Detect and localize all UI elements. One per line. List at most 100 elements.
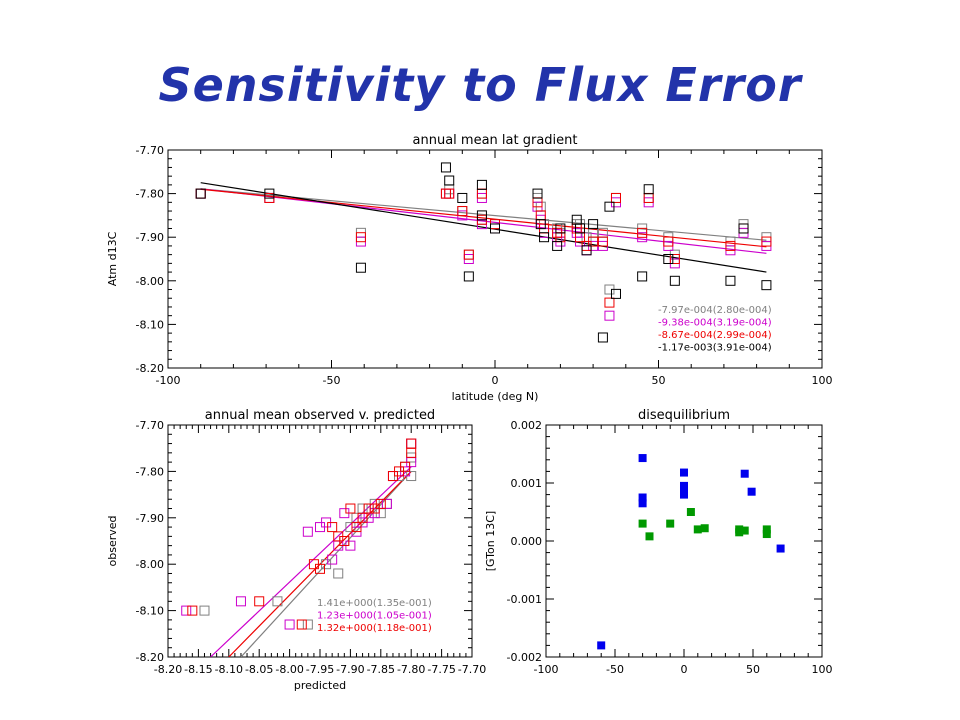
top-data-point <box>552 240 563 251</box>
bottom-left-fit-label: 1.41e+000(1.35e-001) <box>317 598 432 609</box>
bottom-left-data-point <box>363 503 374 514</box>
top-data-point <box>195 188 206 199</box>
top-data-point <box>663 236 674 247</box>
top-data-point <box>663 254 674 264</box>
bottom-right-chart-title: disequilibrium <box>638 408 730 423</box>
top-data-point <box>355 232 366 243</box>
top-data-point <box>440 162 451 173</box>
bottom-left-data-point <box>357 503 368 514</box>
bottom-left-data-point <box>302 526 313 537</box>
top-data-point <box>457 192 468 203</box>
bottom-left-data-point <box>406 438 417 449</box>
bottom-left-x-tick-label: -8.05 <box>245 663 273 676</box>
bottom-right-data-point <box>686 508 695 516</box>
top-data-point <box>643 184 654 195</box>
bottom-left-x-tick-label: -7.70 <box>458 663 486 676</box>
bottom-left-data-point <box>302 619 313 630</box>
top-data-point <box>476 210 487 221</box>
bottom-left-data-point <box>327 522 338 533</box>
top-x-tick-label: -50 <box>323 374 341 387</box>
top-data-point <box>355 262 366 273</box>
bottom-left-data-point <box>235 596 246 607</box>
top-data-point <box>195 188 206 199</box>
bottom-left-y-tick-label: -8.00 <box>136 558 164 571</box>
bottom-left-x-axis-label: predicted <box>294 679 346 692</box>
top-data-point <box>761 236 772 247</box>
top-y-tick-label: -8.10 <box>136 318 164 331</box>
bottom-right-y-tick-label: 0.000 <box>511 535 543 548</box>
bottom-right-data-point <box>680 490 688 499</box>
bottom-left-data-point <box>272 596 283 607</box>
bottom-left-y-axis-label: observed <box>106 516 119 567</box>
top-x-tick-label: 0 <box>492 374 499 387</box>
top-data-point <box>581 245 592 256</box>
top-data-point <box>669 275 680 286</box>
top-data-point <box>637 227 648 238</box>
bottom-left-data-point <box>345 503 356 514</box>
bottom-left-chart-title: annual mean observed v. predicted <box>205 408 435 423</box>
top-x-axis-label: latitude (deg N) <box>452 390 539 403</box>
bottom-right-x-tick-label: 100 <box>812 663 833 676</box>
top-data-point <box>588 219 599 230</box>
top-fit-label: -7.97e-004(2.80e-004) <box>658 305 772 316</box>
bottom-left-x-tick-label: -7.95 <box>306 663 334 676</box>
top-data-point <box>597 332 608 343</box>
top-y-tick-label: -8.00 <box>136 275 164 288</box>
bottom-right-data-point <box>597 641 606 650</box>
top-data-point <box>761 280 772 291</box>
top-data-point <box>725 275 736 286</box>
bottom-right-x-tick-label: 0 <box>681 663 688 676</box>
bottom-left-plot-area <box>181 438 417 657</box>
top-data-point <box>195 188 206 199</box>
bottom-left-data-point <box>315 563 325 574</box>
bottom-right-data-point <box>645 532 654 541</box>
bottom-left-x-tick-label: -8.20 <box>154 663 182 676</box>
top-x-tick-label: -100 <box>156 374 181 387</box>
top-data-point <box>637 271 648 282</box>
bottom-right-data-point <box>638 519 647 528</box>
top-fit-line <box>200 182 767 273</box>
top-data-point <box>610 192 621 203</box>
top-y-tick-label: -8.20 <box>136 362 164 375</box>
bottom-right-x-tick-label: 50 <box>746 663 760 676</box>
top-data-point <box>457 206 468 217</box>
bottom-left-y-tick-label: -7.90 <box>136 512 164 525</box>
bottom-left-data-point <box>381 498 392 509</box>
bottom-left-data-point <box>357 512 368 523</box>
bottom-left-x-tick-label: -7.80 <box>397 663 425 676</box>
top-data-point <box>463 271 474 282</box>
bottom-right-data-point <box>700 524 709 533</box>
top-data-point <box>476 179 487 190</box>
bottom-left-x-tick-label: -7.85 <box>367 663 395 676</box>
top-x-tick-label: 50 <box>652 374 666 387</box>
top-data-point <box>575 223 586 234</box>
bottom-left-y-tick-label: -7.80 <box>136 465 164 478</box>
bottom-right-data-point <box>680 468 688 477</box>
bottom-left-data-point <box>406 438 417 449</box>
top-chart-title: annual mean lat gradient <box>413 133 578 148</box>
bottom-left-data-point <box>351 522 362 533</box>
bottom-right-x-tick-label: -50 <box>606 663 624 676</box>
top-data-point <box>539 232 550 243</box>
bottom-left-data-point <box>284 619 295 630</box>
top-data-point <box>463 249 474 260</box>
top-data-point <box>604 201 615 212</box>
bottom-right-data-point <box>776 544 785 553</box>
bottom-left-data-point <box>296 619 307 630</box>
bottom-left-data-point <box>406 438 417 449</box>
top-data-point <box>604 297 615 308</box>
bottom-right-data-point <box>740 526 749 535</box>
bottom-left-data-point <box>333 568 344 579</box>
top-data-point <box>588 236 599 247</box>
top-data-point <box>669 254 680 264</box>
bottom-left-y-tick-label: -8.10 <box>136 605 164 618</box>
bottom-left-x-tick-label: -8.00 <box>275 663 303 676</box>
bottom-right-y-tick-label: 0.001 <box>511 477 543 490</box>
bottom-right-data-point <box>666 519 675 528</box>
bottom-left-x-tick-label: -8.10 <box>215 663 243 676</box>
top-fit-label: -8.67e-004(2.99e-004) <box>658 330 772 341</box>
top-data-point <box>738 223 749 234</box>
top-y-axis-label: Atm d13C <box>106 231 119 286</box>
top-data-point <box>195 188 206 199</box>
top-data-point <box>604 310 615 321</box>
